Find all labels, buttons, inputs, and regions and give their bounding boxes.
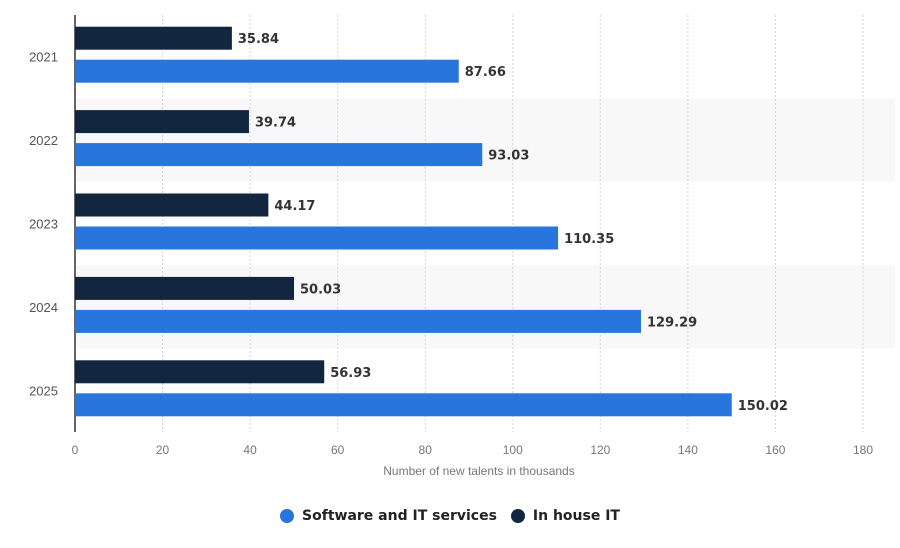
bar-chart: 0 20 40 60 80 100 120 140 160 180 Number of new ta… (29, 15, 874, 478)
y-tick-label: 2023 (29, 217, 58, 232)
x-tick-label: 0 (72, 443, 79, 457)
legend: Software and IT services In house IT (0, 508, 900, 524)
x-tick-label: 100 (503, 443, 523, 457)
legend-label-software: Software and IT services (302, 508, 497, 524)
legend-dot-software-icon (280, 509, 295, 523)
legend-label-inhouse: In house IT (532, 508, 620, 524)
x-tick-label: 180 (853, 443, 873, 457)
legend-dot-inhouse-icon (510, 509, 525, 523)
x-tick-label: 120 (590, 443, 610, 457)
bar (75, 226, 559, 250)
y-tick-label: 2021 (29, 50, 58, 65)
y-tick-label: 2025 (29, 383, 58, 398)
bar (75, 309, 642, 333)
legend-item-software[interactable]: Software and IT services (280, 508, 497, 524)
data-label: 56.93 (330, 366, 371, 381)
bar (75, 193, 269, 217)
y-tick-label: 2022 (29, 133, 58, 148)
legend-item-inhouse[interactable]: In house IT (510, 508, 620, 524)
data-label: 44.17 (274, 199, 315, 214)
x-tick-label: 40 (243, 443, 257, 457)
data-label: 35.84 (238, 32, 279, 47)
y-tick-label: 2024 (29, 300, 58, 315)
data-label: 150.02 (738, 399, 788, 414)
x-tick-label: 60 (331, 443, 345, 457)
bar (75, 110, 249, 134)
bar (75, 276, 295, 300)
x-tick-label: 160 (765, 443, 785, 457)
x-axis-label: Number of new talents in thousands (383, 464, 574, 478)
x-tick-label: 20 (156, 443, 170, 457)
data-label: 93.03 (488, 149, 529, 164)
data-label: 50.03 (300, 282, 341, 297)
bar (75, 360, 325, 384)
x-tick-label: 140 (678, 443, 698, 457)
data-label: 39.74 (255, 116, 296, 131)
bar (75, 59, 459, 83)
bar (75, 143, 483, 167)
x-tick-label: 80 (419, 443, 433, 457)
data-label: 110.35 (564, 232, 614, 247)
bar (75, 26, 232, 50)
data-label: 87.66 (465, 65, 506, 80)
data-label: 129.29 (647, 315, 697, 330)
bar (75, 393, 732, 417)
